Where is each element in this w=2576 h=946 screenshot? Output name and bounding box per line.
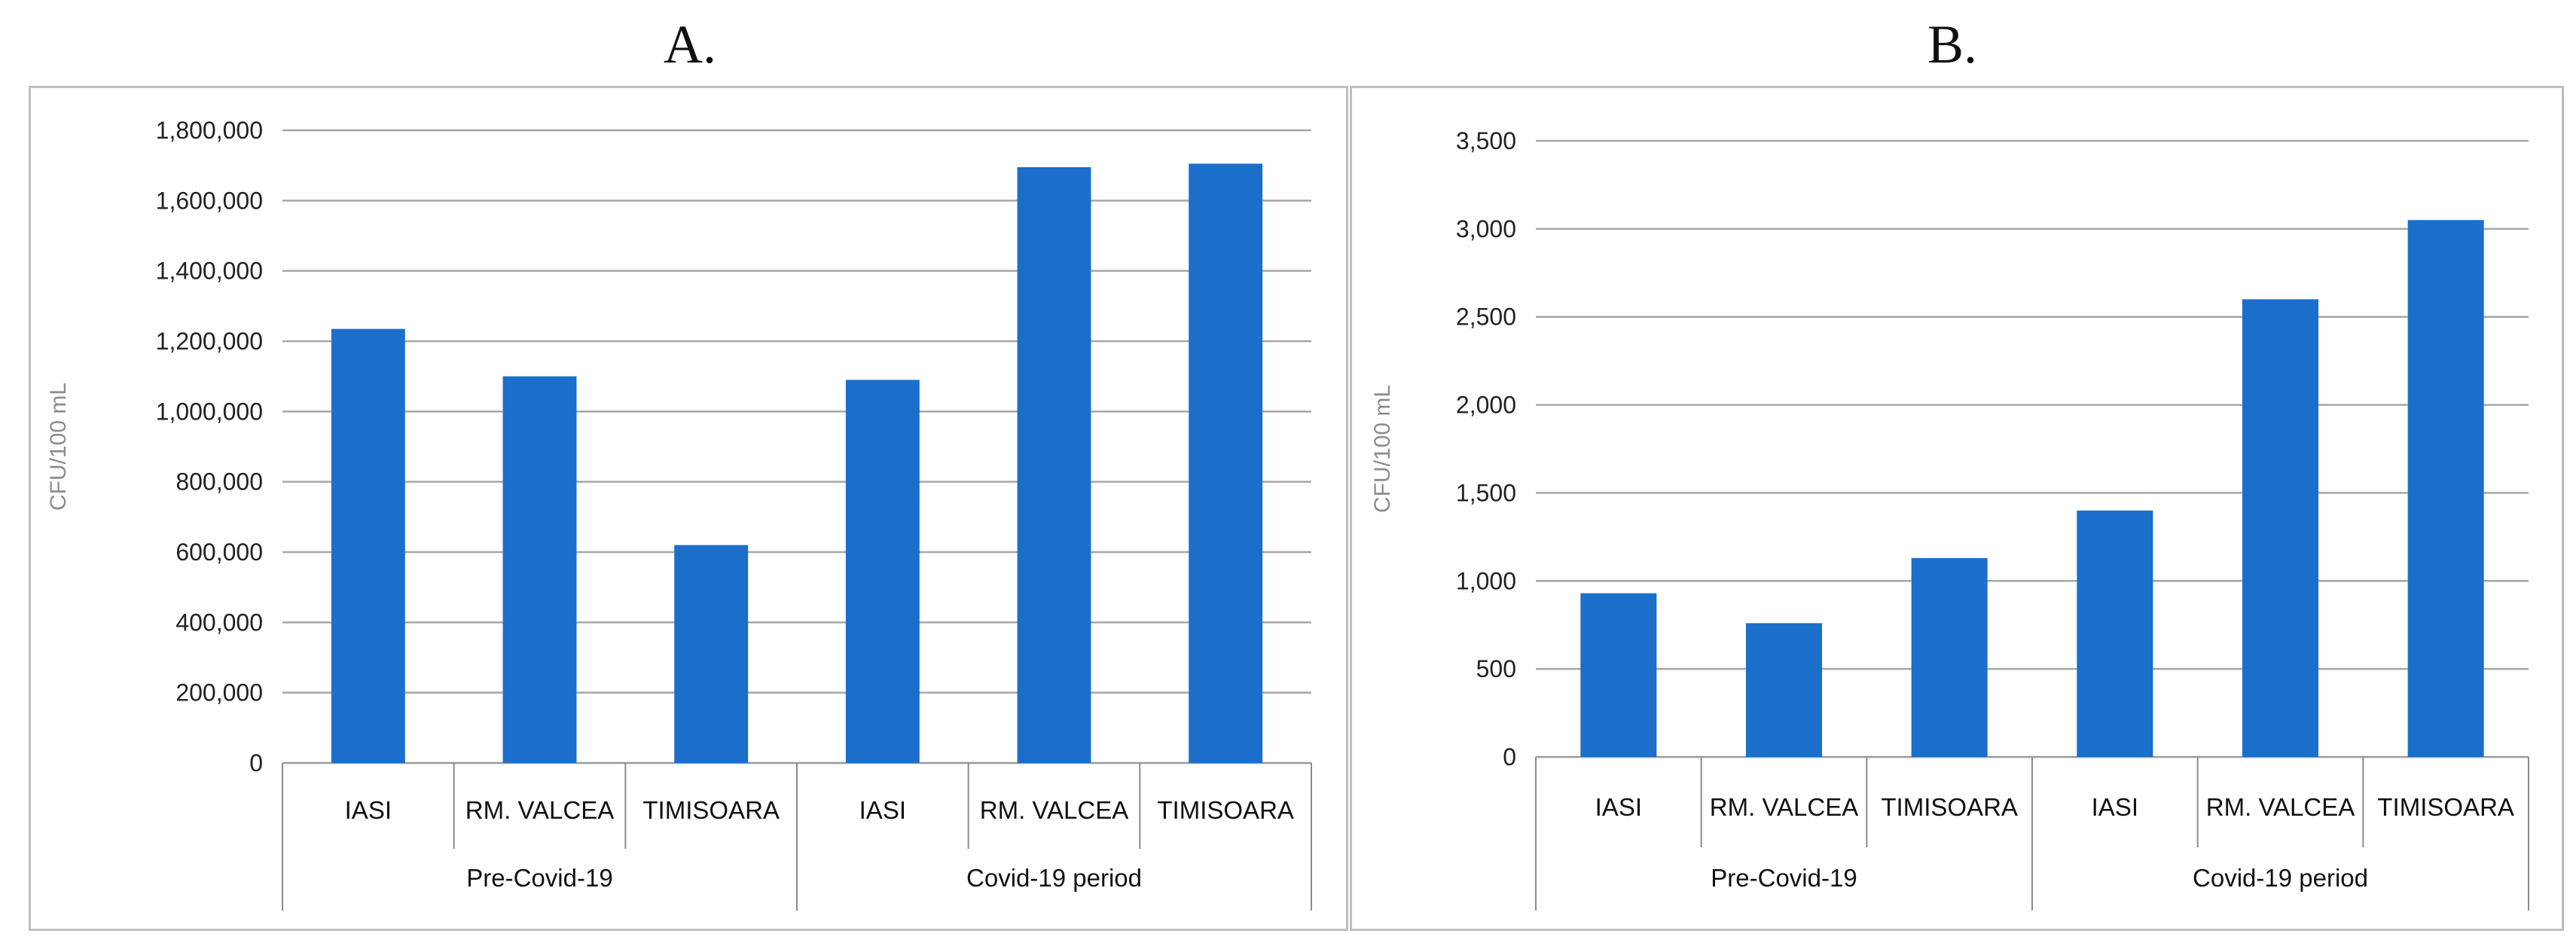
bar [1745,623,1823,757]
y-axis-title: CFU/100 mL [46,383,71,511]
x-group-label: Pre-Covid-19 [466,864,612,892]
y-tick-label: 800,000 [175,468,263,496]
x-category-label: RM. VALCEA [465,796,614,824]
panel-title-b: B. [1927,14,1978,75]
bar [674,545,749,763]
y-tick-label: 0 [1503,743,1516,771]
y-tick-label: 3,500 [1456,127,1516,154]
bar-chart-b: 0 500 1,000 1,500 2,000 2,500 3,000 3,500 CFU/10… [1370,127,2529,911]
y-tick-label: 1,800,000 [156,117,263,144]
x-group-label: Pre-Covid-19 [1711,864,1857,892]
x-category-label: TIMISOARA [642,796,780,824]
bar [2407,220,2484,757]
y-tick-label: 200,000 [175,679,263,706]
x-group-label: Covid-19 period [966,864,1142,892]
y-tick-label: 2,000 [1456,392,1516,419]
bar [331,328,405,764]
y-tick-label: 2,500 [1456,304,1516,331]
bar-chart-a: 0 200,000 400,000 600,000 800,000 1,000,000 1,… [46,117,1312,911]
x-category-label: IASI [1595,793,1642,821]
y-tick-label: 500 [1476,655,1516,682]
y-tick-label: 1,500 [1456,479,1516,506]
y-tick-label: 3,000 [1456,215,1516,243]
bar [2242,299,2319,757]
x-category-label: TIMISOARA [1881,793,2018,821]
x-group-label: Covid-19 period [2193,864,2368,892]
y-tick-label: 1,400,000 [156,258,263,285]
x-category-label: RM. VALCEA [980,796,1128,824]
x-category-label: RM. VALCEA [2206,793,2355,821]
bar [1580,593,1657,757]
x-category-label: TIMISOARA [2377,793,2514,821]
panel-title-a: A. [664,14,716,75]
y-tick-label: 0 [249,749,263,777]
x-category-label: RM. VALCEA [1710,793,1858,821]
chart-panel-b: 0 500 1,000 1,500 2,000 2,500 3,000 3,500 CFU/10… [1350,86,2564,931]
chart-panel-a: 0 200,000 400,000 600,000 800,000 1,000,000 1,… [29,86,1348,931]
bar [1017,167,1091,763]
bar [845,380,920,763]
bar [502,376,577,764]
y-tick-label: 1,600,000 [156,187,263,214]
x-category-label: IASI [859,796,906,824]
y-tick-label: 600,000 [175,539,263,566]
y-tick-label: 1,000,000 [156,398,263,425]
y-tick-label: 400,000 [175,609,263,636]
x-category-label: IASI [345,796,392,824]
y-tick-label: 1,000 [1456,567,1516,594]
y-tick-label: 1,200,000 [156,328,263,355]
x-category-label: TIMISOARA [1157,796,1294,824]
bar [2077,510,2153,757]
x-category-label: IASI [2092,793,2138,821]
bar [1189,163,1263,763]
y-axis-title: CFU/100 mL [1370,385,1395,513]
bar [1911,557,1988,757]
